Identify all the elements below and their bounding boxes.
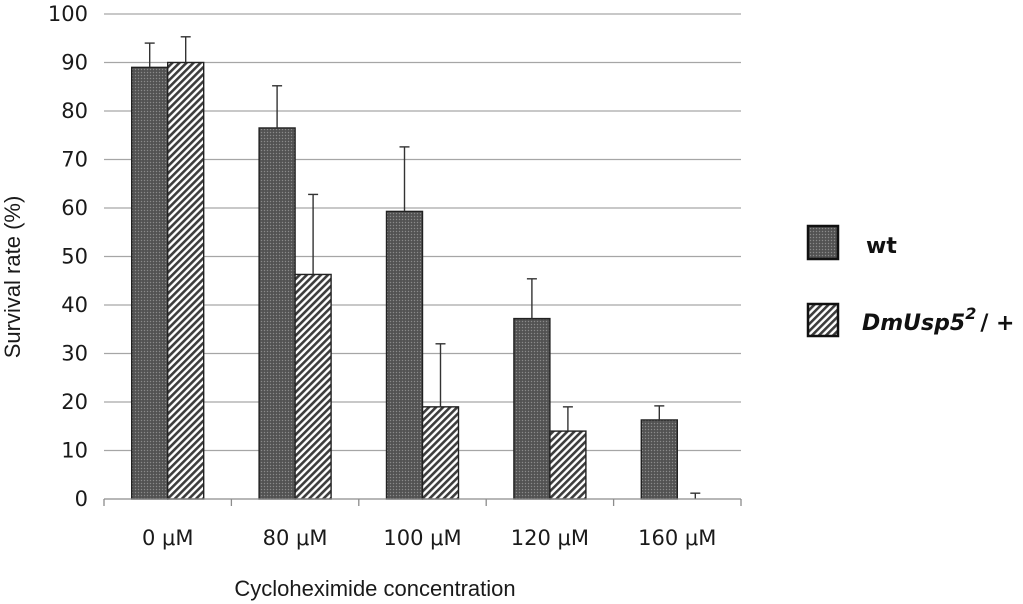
y-tick-labels: 0 10 20 30 40 50 60 70 80 90 100 xyxy=(48,2,88,511)
y-tick-label-90: 90 xyxy=(61,51,88,75)
x-tick-label-4: 160 μM xyxy=(638,526,716,550)
legend-label-dmusp5: DmUsp52/ + xyxy=(862,304,1014,336)
legend-swatch-wt xyxy=(806,224,840,261)
bar-wt-1 xyxy=(258,127,296,500)
bar-dmusp5-3 xyxy=(549,430,587,500)
y-tick-label-30: 30 xyxy=(61,342,88,366)
x-axis xyxy=(103,498,742,506)
legend-label-dmusp5-suffix: / + xyxy=(980,311,1014,336)
bar-wt-2 xyxy=(385,210,424,500)
legend-swatch-dmusp5 xyxy=(806,302,840,338)
y-tick-label-50: 50 xyxy=(61,245,88,269)
x-tick-label-2: 100 μM xyxy=(383,526,461,550)
legend-label-dmusp5-superscript: 2 xyxy=(965,304,976,323)
legend-label-dmusp5-name: DmUsp5 xyxy=(862,311,965,336)
y-tick-label-60: 60 xyxy=(61,196,88,220)
bar-dmusp5-0 xyxy=(166,61,205,500)
bar-dmusp5-1 xyxy=(294,273,332,500)
x-tick-label-3: 120 μM xyxy=(511,526,589,550)
y-tick-label-10: 10 xyxy=(61,439,88,463)
x-tick-label-0: 0 μM xyxy=(142,526,194,550)
x-tick-label-1: 80 μM xyxy=(263,526,328,550)
y-axis-title: Survival rate (%) xyxy=(0,196,25,359)
bar-wt-4 xyxy=(640,419,678,500)
bar-dmusp5-2 xyxy=(421,406,460,500)
legend: wt DmUsp52/ + xyxy=(806,224,1014,338)
error-bars xyxy=(144,36,701,499)
y-tick-label-100: 100 xyxy=(48,2,88,26)
y-tick-label-40: 40 xyxy=(61,293,88,317)
bars xyxy=(130,61,678,500)
x-tick-labels: 0 μM 80 μM 100 μM 120 μM 160 μM xyxy=(142,526,716,550)
x-axis-title: Cycloheximide concentration xyxy=(234,576,515,601)
y-tick-label-20: 20 xyxy=(61,390,88,414)
y-tick-label-0: 0 xyxy=(75,487,88,511)
bar-wt-3 xyxy=(513,317,551,500)
y-tick-label-70: 70 xyxy=(61,148,88,172)
bar-wt-0 xyxy=(130,66,169,500)
y-tick-label-80: 80 xyxy=(61,99,88,123)
legend-label-wt: wt xyxy=(866,234,897,259)
